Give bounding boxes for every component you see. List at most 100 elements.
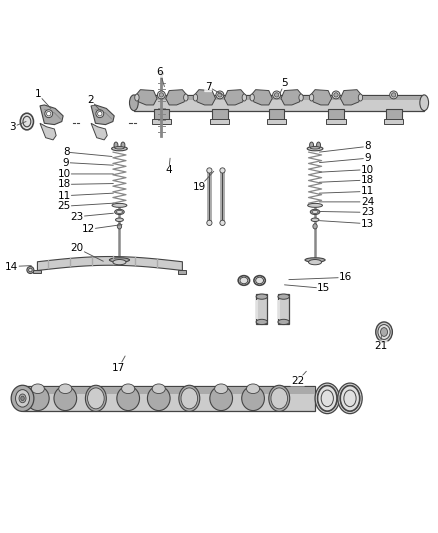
Ellipse shape <box>420 95 428 111</box>
Ellipse shape <box>193 94 198 101</box>
Circle shape <box>98 111 102 116</box>
Circle shape <box>207 168 212 173</box>
Text: 8: 8 <box>63 147 112 157</box>
Ellipse shape <box>135 94 139 101</box>
Ellipse shape <box>307 204 322 207</box>
Text: 14: 14 <box>5 262 31 271</box>
Polygon shape <box>40 105 63 125</box>
Ellipse shape <box>179 385 200 411</box>
Ellipse shape <box>358 94 363 101</box>
Circle shape <box>96 110 104 118</box>
Ellipse shape <box>256 294 268 299</box>
Text: 17: 17 <box>112 356 125 373</box>
Ellipse shape <box>299 94 303 101</box>
Ellipse shape <box>269 385 290 411</box>
Bar <box>212 109 228 121</box>
Bar <box>134 96 424 100</box>
Text: 4: 4 <box>166 158 172 175</box>
Circle shape <box>332 91 340 99</box>
Ellipse shape <box>338 383 362 414</box>
Circle shape <box>334 93 338 97</box>
Text: 11: 11 <box>57 191 113 201</box>
Polygon shape <box>166 90 187 105</box>
Bar <box>177 270 186 274</box>
Text: 9: 9 <box>319 153 371 163</box>
Ellipse shape <box>308 260 321 265</box>
Text: 12: 12 <box>81 224 122 235</box>
Text: 7: 7 <box>205 82 223 95</box>
Ellipse shape <box>15 390 29 407</box>
Polygon shape <box>136 90 157 105</box>
Bar <box>256 300 258 319</box>
Text: 19: 19 <box>193 171 214 192</box>
Ellipse shape <box>117 211 123 213</box>
Circle shape <box>28 268 32 272</box>
Bar <box>328 109 344 121</box>
Polygon shape <box>311 90 332 105</box>
Bar <box>153 109 169 121</box>
Circle shape <box>46 111 51 116</box>
Text: 15: 15 <box>285 284 330 293</box>
Ellipse shape <box>114 142 118 148</box>
Text: 3: 3 <box>10 122 26 132</box>
Ellipse shape <box>115 147 124 149</box>
Ellipse shape <box>256 319 268 325</box>
Circle shape <box>157 91 165 99</box>
Text: 8: 8 <box>319 141 371 152</box>
Circle shape <box>218 93 222 97</box>
Polygon shape <box>251 90 272 105</box>
Ellipse shape <box>115 209 124 215</box>
Text: 11: 11 <box>319 187 374 196</box>
Ellipse shape <box>152 384 165 393</box>
Ellipse shape <box>278 294 289 299</box>
Ellipse shape <box>19 394 26 403</box>
Ellipse shape <box>309 94 314 101</box>
Ellipse shape <box>240 277 248 284</box>
Circle shape <box>159 93 163 97</box>
Circle shape <box>273 91 281 99</box>
Ellipse shape <box>247 384 260 393</box>
Ellipse shape <box>271 388 288 409</box>
Text: 10: 10 <box>319 165 374 175</box>
Ellipse shape <box>210 386 233 410</box>
Ellipse shape <box>340 386 360 411</box>
Ellipse shape <box>110 258 130 262</box>
Ellipse shape <box>310 209 320 215</box>
Text: 18: 18 <box>319 175 374 185</box>
Ellipse shape <box>21 396 24 400</box>
Ellipse shape <box>215 384 228 393</box>
Ellipse shape <box>313 224 317 229</box>
Circle shape <box>220 220 225 225</box>
Text: 10: 10 <box>57 169 113 179</box>
Ellipse shape <box>242 386 265 410</box>
Ellipse shape <box>11 385 34 411</box>
Circle shape <box>207 220 212 225</box>
Ellipse shape <box>181 388 198 409</box>
Text: 24: 24 <box>319 197 374 207</box>
Ellipse shape <box>250 94 254 101</box>
Bar <box>210 119 230 124</box>
Ellipse shape <box>121 142 125 148</box>
Ellipse shape <box>159 72 163 75</box>
Ellipse shape <box>117 386 140 410</box>
Ellipse shape <box>116 218 124 222</box>
Polygon shape <box>40 123 56 140</box>
Bar <box>22 387 315 394</box>
Bar <box>278 294 289 324</box>
Ellipse shape <box>318 386 337 411</box>
Ellipse shape <box>59 384 72 393</box>
Bar <box>386 109 402 121</box>
Circle shape <box>45 110 53 118</box>
Ellipse shape <box>312 211 318 213</box>
Text: 23: 23 <box>71 212 113 222</box>
Ellipse shape <box>378 325 390 340</box>
Bar <box>267 119 286 124</box>
Bar <box>278 300 280 319</box>
Bar <box>32 270 41 273</box>
Text: 25: 25 <box>57 201 113 211</box>
Polygon shape <box>194 90 215 105</box>
Ellipse shape <box>21 115 32 128</box>
Ellipse shape <box>130 95 138 111</box>
Text: 13: 13 <box>319 219 374 229</box>
Ellipse shape <box>256 277 264 284</box>
